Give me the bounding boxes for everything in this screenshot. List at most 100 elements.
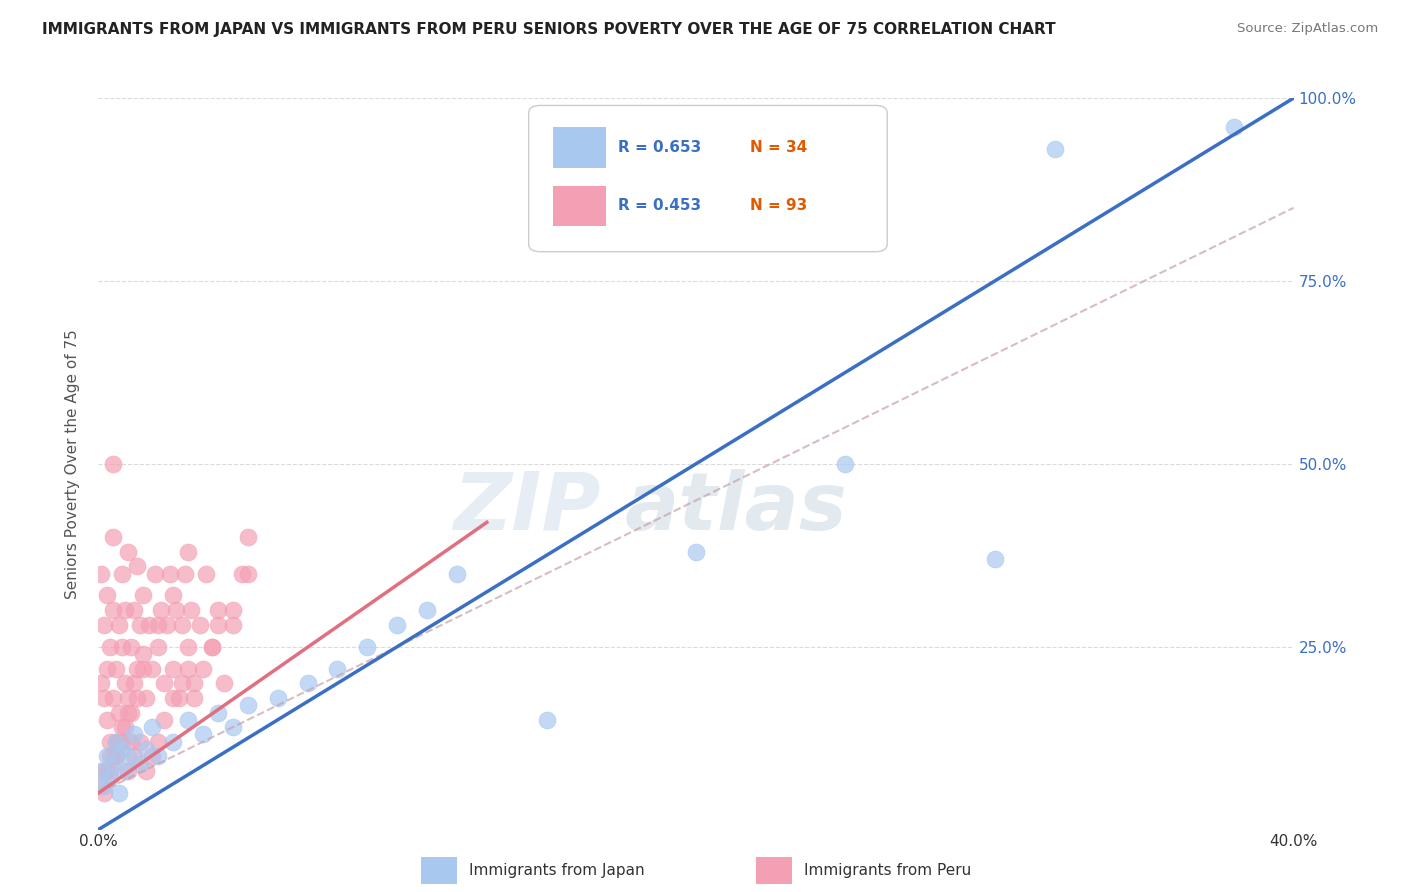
Point [100, 735, 122, 749]
Point [207, 603, 229, 617]
Point [834, 457, 856, 471]
Point [236, 698, 259, 713]
Point [207, 706, 229, 720]
Point [180, 603, 202, 617]
Y-axis label: Seniors Poverty Over the Age of 75: Seniors Poverty Over the Age of 75 [65, 329, 80, 599]
Point [105, 662, 128, 676]
Point [201, 640, 224, 654]
Point [177, 662, 200, 676]
Point [90, 566, 112, 581]
Point [129, 756, 152, 771]
Point [114, 764, 136, 778]
Point [326, 662, 349, 676]
Point [120, 735, 142, 749]
Point [165, 603, 187, 617]
Point [124, 603, 146, 617]
Point [103, 749, 125, 764]
Point [141, 720, 163, 734]
Point [177, 713, 200, 727]
Point [138, 617, 160, 632]
Point [96, 589, 118, 603]
Text: Source: ZipAtlas.com: Source: ZipAtlas.com [1237, 22, 1378, 36]
Point [148, 617, 170, 632]
Point [96, 764, 118, 778]
Point [111, 735, 134, 749]
Text: Immigrants from Peru: Immigrants from Peru [804, 863, 970, 878]
Point [162, 589, 184, 603]
Point [93, 779, 115, 793]
Point [172, 617, 194, 632]
Text: N = 34: N = 34 [749, 140, 807, 155]
Point [103, 530, 125, 544]
Point [124, 676, 146, 690]
Point [195, 566, 218, 581]
Point [100, 640, 122, 654]
Point [117, 764, 139, 778]
Point [685, 544, 707, 558]
Point [117, 690, 139, 705]
Point [93, 690, 115, 705]
Point [141, 662, 163, 676]
Point [111, 742, 134, 756]
Point [93, 764, 115, 778]
Point [114, 720, 136, 734]
Point [90, 764, 112, 778]
Bar [756, 856, 792, 884]
Point [222, 617, 245, 632]
Point [100, 772, 122, 786]
Point [127, 662, 149, 676]
Point [100, 764, 122, 778]
Point [90, 779, 112, 793]
Point [148, 640, 170, 654]
Point [141, 749, 163, 764]
Point [236, 566, 259, 581]
Point [103, 690, 125, 705]
Point [191, 727, 214, 741]
Point [117, 706, 139, 720]
Point [111, 566, 134, 581]
Point [446, 566, 468, 581]
Text: IMMIGRANTS FROM JAPAN VS IMMIGRANTS FROM PERU SENIORS POVERTY OVER THE AGE OF 75: IMMIGRANTS FROM JAPAN VS IMMIGRANTS FROM… [42, 22, 1056, 37]
Point [108, 735, 131, 749]
Point [236, 530, 259, 544]
Point [1223, 120, 1246, 135]
Point [108, 617, 131, 632]
Point [148, 735, 170, 749]
Point [1043, 142, 1066, 156]
Point [108, 786, 131, 800]
Point [96, 662, 118, 676]
Point [135, 742, 157, 756]
Point [90, 676, 112, 690]
Point [105, 735, 128, 749]
Point [114, 676, 136, 690]
Point [188, 617, 211, 632]
Point [96, 749, 118, 764]
Text: R = 0.653: R = 0.653 [619, 140, 702, 155]
Point [207, 617, 229, 632]
Point [162, 662, 184, 676]
Point [267, 690, 290, 705]
Point [129, 735, 152, 749]
Point [156, 617, 179, 632]
Point [167, 690, 190, 705]
Point [174, 566, 197, 581]
Point [114, 603, 136, 617]
Point [103, 457, 125, 471]
Point [103, 756, 125, 771]
Point [153, 676, 176, 690]
Point [984, 552, 1007, 566]
Point [231, 566, 253, 581]
Point [124, 727, 146, 741]
Text: atlas: atlas [624, 468, 846, 547]
Point [132, 662, 155, 676]
Bar [422, 856, 457, 884]
Point [105, 749, 128, 764]
Point [111, 640, 134, 654]
Point [111, 720, 134, 734]
Point [103, 603, 125, 617]
Point [100, 749, 122, 764]
Point [135, 690, 157, 705]
Point [93, 786, 115, 800]
Point [120, 640, 142, 654]
Point [159, 566, 181, 581]
